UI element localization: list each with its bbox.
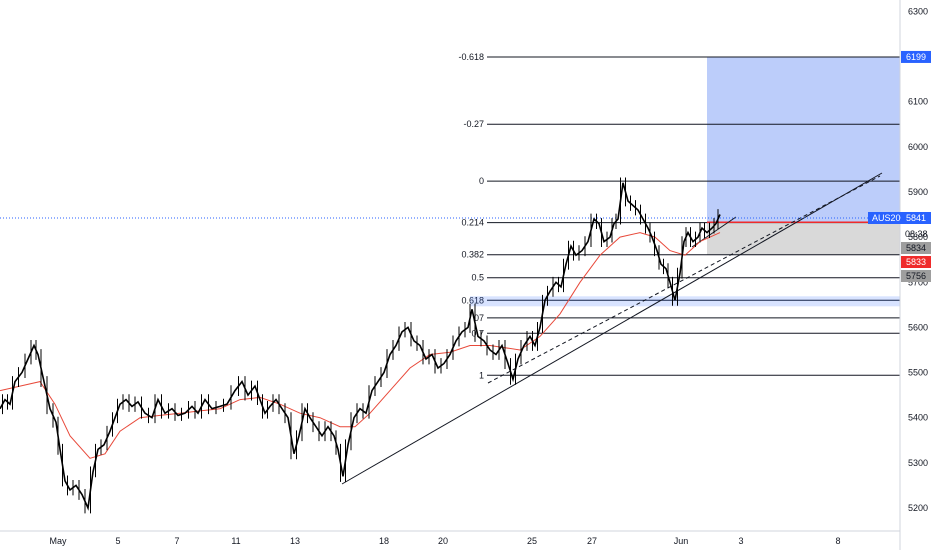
countdown-label: 08:38	[905, 229, 928, 239]
price-tag-bg	[901, 256, 931, 268]
price-tag-bg	[901, 50, 931, 63]
price-tag-bg	[901, 270, 931, 282]
time-tick-label: May	[49, 536, 67, 546]
time-tick-label: 8	[835, 536, 840, 546]
fib-zone-highlight	[470, 296, 900, 307]
price-tag: 6199	[906, 52, 926, 62]
price-tag: 5834	[906, 243, 926, 253]
time-tick-label: Jun	[674, 536, 689, 546]
time-tick-label: 5	[115, 536, 120, 546]
price-tick-label: 5700	[908, 277, 928, 287]
price-tag: 5833	[906, 257, 926, 267]
time-axis[interactable]: May 5 7 11 13 18 20 25 27 Jun 3 8	[49, 536, 840, 546]
symbol-tag: AUS200	[872, 213, 906, 223]
fib-level-label: -0.27	[463, 119, 484, 129]
time-tick-label: 11	[231, 536, 240, 546]
symbol-tag-bg	[868, 212, 902, 224]
time-tick-label: 13	[290, 536, 300, 546]
fib-level-label: -0.618	[458, 52, 484, 62]
target-zone	[707, 56, 900, 223]
fib-level-label: 0.5	[471, 273, 484, 283]
price-tick-label: 5800	[908, 232, 928, 242]
moving-average-line	[0, 232, 721, 459]
fib-level-label: 0.618	[461, 295, 484, 305]
price-tag-bg	[901, 242, 931, 254]
candles	[2, 177, 719, 514]
time-tick-label: 20	[438, 536, 448, 546]
price-tick-label: 6100	[908, 97, 928, 107]
time-tick-label: 18	[379, 536, 389, 546]
stop-zone	[707, 222, 900, 255]
price-tick-label: 5600	[908, 322, 928, 332]
current-price-tag: 5841	[906, 213, 926, 223]
price-tick-label: 6000	[908, 142, 928, 152]
price-tick-label: 5400	[908, 413, 928, 423]
time-tick-label: 27	[587, 536, 597, 546]
price-tags: AUS200 5841 08:38 5834 5833 5756 6199	[868, 50, 931, 282]
price-tick-label: 5200	[908, 503, 928, 513]
time-tick-label: 25	[527, 536, 537, 546]
fib-level-label: 0	[479, 176, 484, 186]
price-tick-label: 5900	[908, 187, 928, 197]
fib-level-label: 07	[474, 313, 484, 323]
dashed-trendline[interactable]	[487, 175, 881, 384]
price-tick-label: 6300	[908, 6, 928, 16]
current-price-tag-bg	[901, 212, 931, 224]
time-tick-label: 7	[174, 536, 179, 546]
fib-level-label: 0.214	[461, 218, 484, 228]
time-tick-label: 3	[738, 536, 743, 546]
price-tick-label: 5300	[908, 458, 928, 468]
price-tag: 5756	[906, 271, 926, 281]
fib-level-label: 1	[479, 370, 484, 380]
price-tick-label: 5500	[908, 368, 928, 378]
lower-trendline[interactable]	[341, 172, 883, 485]
fib-level-label: 0.382	[461, 250, 484, 260]
